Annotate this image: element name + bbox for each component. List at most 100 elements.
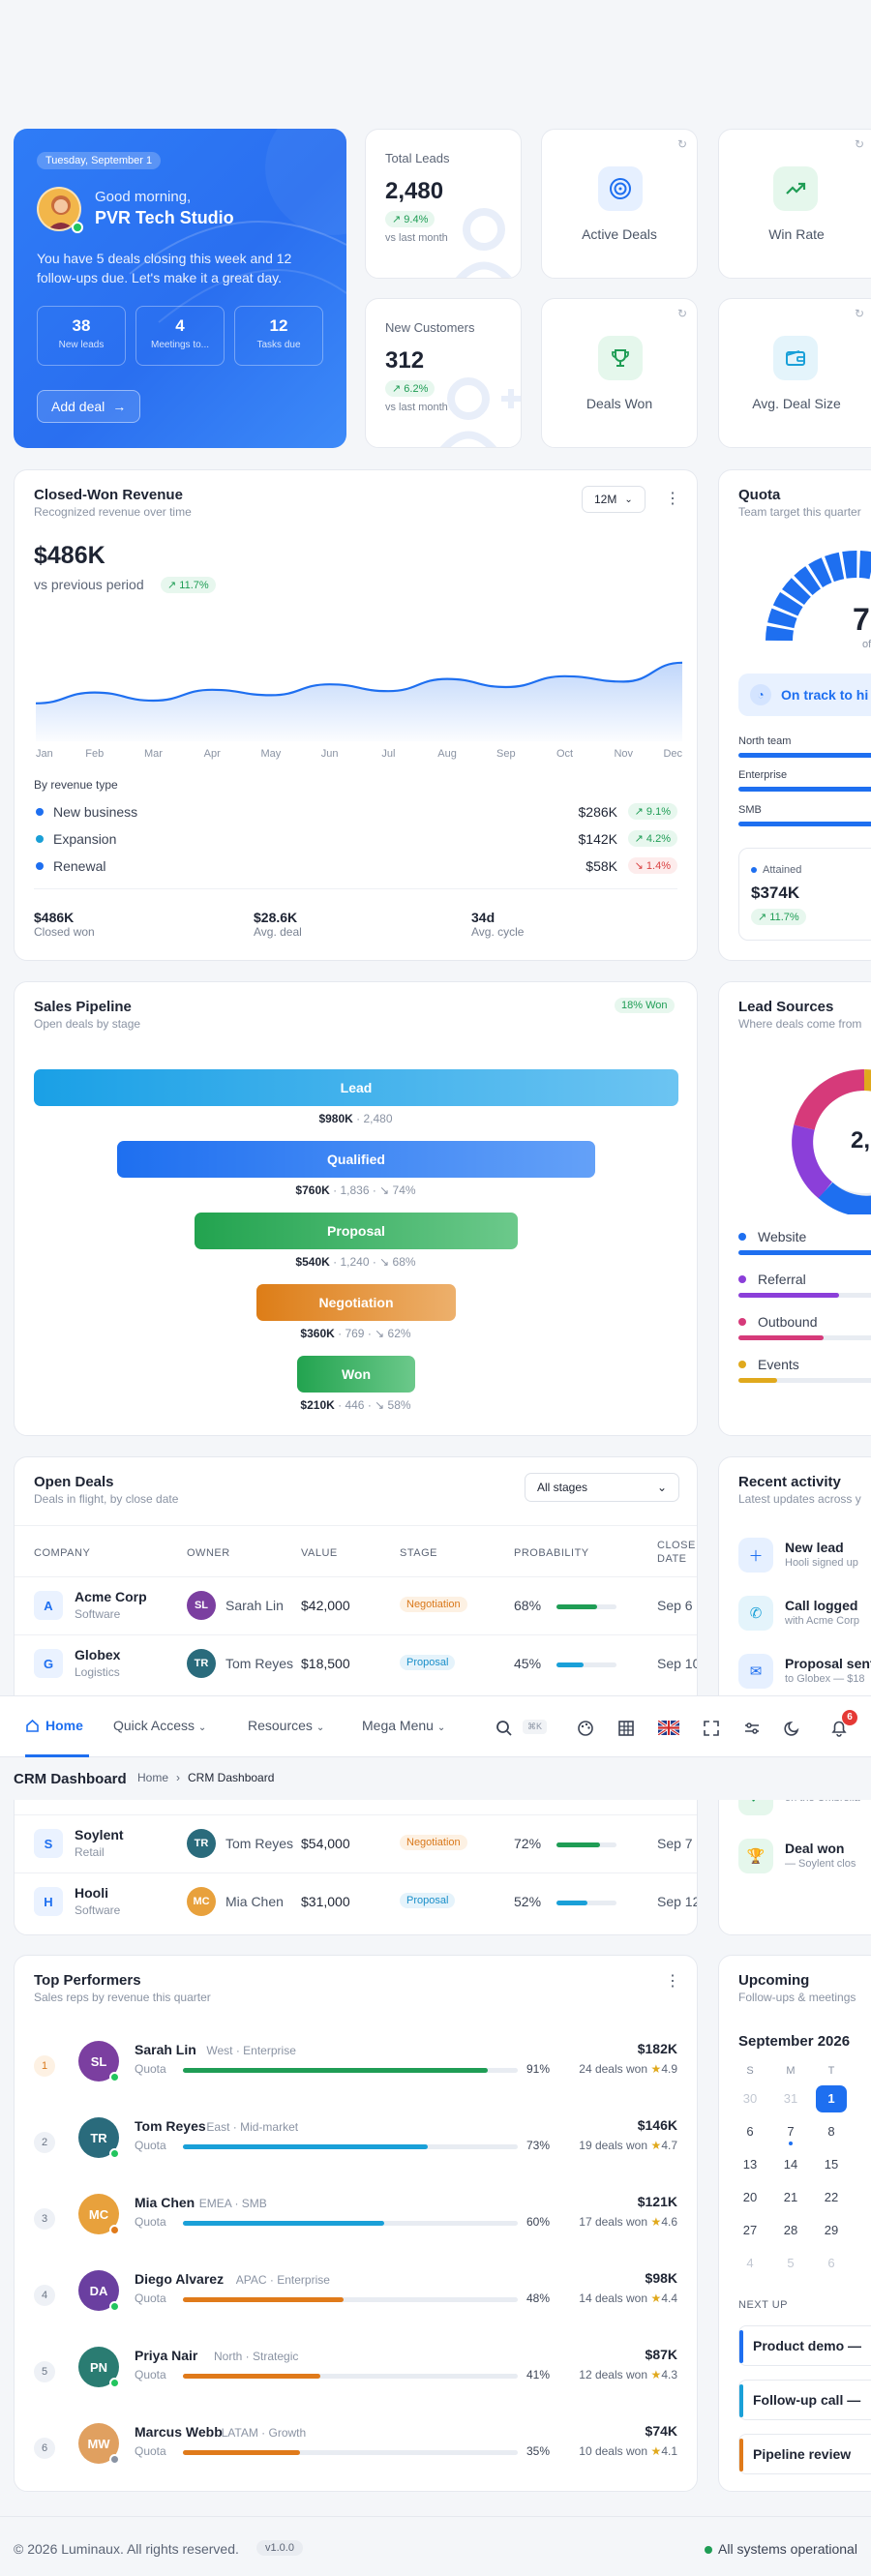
fullscreen-icon[interactable] <box>703 1720 720 1737</box>
close-date: Sep 12 <box>657 1894 698 1909</box>
stat-label: Total Leads <box>385 151 450 165</box>
nav-resources[interactable]: Resources ⌄ <box>248 1718 324 1733</box>
performer-row[interactable]: 1 SL Sarah Lin West · Enterprise Quota 91% 24 … <box>15 2041 697 2099</box>
calendar-day[interactable]: 6 <box>746 2124 754 2139</box>
calendar-day[interactable]: 4 <box>746 2256 754 2270</box>
activity-detail: to Globex — $18 <box>785 1673 865 1685</box>
region-bar <box>738 822 871 826</box>
revenue-type-change: ↗ 4.2% <box>627 830 677 847</box>
refresh-icon[interactable]: ↻ <box>676 137 687 151</box>
calendar-day[interactable]: 28 <box>783 2223 798 2237</box>
chevron-down-icon: ⌄ <box>197 1722 207 1733</box>
calendar-day[interactable]: 7 <box>775 2118 806 2145</box>
stage-filter-select[interactable]: All stages ⌄ <box>525 1473 679 1502</box>
upcoming-event[interactable]: Product demo — <box>738 2325 871 2366</box>
funnel-stage-meta: $210K · 446 · ↘ 58% <box>15 1398 697 1412</box>
quota-of: of <box>862 639 871 650</box>
revenue-value: $486K <box>34 542 105 569</box>
upcoming-event[interactable]: Pipeline review <box>738 2434 871 2474</box>
trending-up-icon <box>773 166 818 211</box>
table-row[interactable]: S Soylent Retail TR Tom Reyes $54,000 Negotiat… <box>15 1814 697 1872</box>
chevron-right-icon: › <box>176 1771 181 1784</box>
region-label: North team <box>738 735 792 747</box>
table-row[interactable]: A Acme Corp Software SL Sarah Lin $42,000 Nego… <box>15 1576 697 1634</box>
nav-home[interactable]: Home <box>25 1718 83 1733</box>
nav-mega-menu[interactable]: Mega Menu ⌄ <box>362 1718 445 1733</box>
region-bar <box>738 753 871 758</box>
calendar-day[interactable]: 13 <box>742 2157 758 2172</box>
uk-flag-icon[interactable] <box>658 1721 679 1735</box>
calendar-day[interactable]: 5 <box>787 2256 795 2270</box>
breadcrumb-home[interactable]: Home <box>137 1771 169 1784</box>
calendar-day[interactable]: 8 <box>827 2124 835 2139</box>
system-status-text: All systems operational <box>718 2541 857 2557</box>
quota-gauge <box>766 550 871 642</box>
calendar-day-selected[interactable]: 1 <box>816 2085 847 2112</box>
add-deal-button[interactable]: Add deal → <box>37 390 141 423</box>
calendar-day[interactable]: 27 <box>742 2223 758 2237</box>
calendar-day[interactable]: 14 <box>783 2157 798 2172</box>
palette-icon[interactable] <box>577 1720 594 1737</box>
performer-row[interactable]: 3 MC Mia Chen EMEA · SMB Quota 60% 17 deals wo… <box>15 2194 697 2252</box>
hero-stat-label: Tasks due <box>256 340 301 350</box>
quota-bar-fill <box>183 2068 488 2073</box>
deals-won: 17 deals won <box>579 2215 647 2229</box>
funnel-stage-negotiation[interactable]: Negotiation <box>256 1284 456 1321</box>
funnel-stage-conversion: · ↘ 58% <box>364 1398 411 1412</box>
card-subtitle: Open deals by stage <box>34 1017 141 1031</box>
x-tick-label: Mar <box>144 748 163 760</box>
performer-row[interactable]: 4 DA Diego Alvarez APAC · Enterprise Quota 48… <box>15 2270 697 2328</box>
refresh-icon[interactable]: ↻ <box>676 307 687 320</box>
revenue-type-dot <box>36 808 44 816</box>
funnel-stage-lead[interactable]: Lead <box>34 1069 678 1106</box>
moon-icon[interactable] <box>784 1720 801 1737</box>
apps-grid-icon[interactable] <box>617 1720 635 1737</box>
quota-percent: 41% <box>526 2368 550 2381</box>
upcoming-card: Upcoming Follow-ups & meetings September… <box>718 1955 871 2492</box>
hero-stat-value: 4 <box>175 316 185 335</box>
search-icon[interactable] <box>496 1720 513 1737</box>
event-title: Product demo — <box>753 2338 862 2353</box>
performer-region: East · Mid-market <box>206 2120 299 2134</box>
calendar-day[interactable]: 29 <box>824 2223 839 2237</box>
calendar-day[interactable]: 6 <box>827 2256 835 2270</box>
more-options-icon[interactable]: ⋮ <box>665 491 680 507</box>
stat-change-badge: ↗ 9.4% <box>385 211 436 227</box>
calendar-day[interactable]: 15 <box>824 2157 839 2172</box>
table-row[interactable]: G Globex Logistics TR Tom Reyes $18,500 Propos… <box>15 1634 697 1692</box>
upcoming-event[interactable]: Follow-up call — <box>738 2380 871 2420</box>
footer-stat-value: $486K <box>34 910 75 925</box>
funnel-stage-proposal[interactable]: Proposal <box>195 1213 518 1249</box>
refresh-icon[interactable]: ↻ <box>854 307 864 320</box>
bell-icon[interactable] <box>830 1719 848 1738</box>
funnel-stage-meta: $980K · 2,480 <box>15 1112 697 1125</box>
deal-value: $18,500 <box>301 1656 350 1671</box>
funnel-stage-qualified[interactable]: Qualified <box>117 1141 595 1178</box>
attained-value: $374K <box>751 884 800 902</box>
table-row[interactable]: H Hooli Software MC Mia Chen $31,000 Proposal 5… <box>15 1872 697 1931</box>
range-select[interactable]: 12M ⌄ <box>582 486 646 513</box>
funnel-stage-won[interactable]: Won <box>297 1356 415 1393</box>
weekday-label: M <box>786 2065 796 2077</box>
performer-row[interactable]: 2 TR Tom Reyes East · Mid-market Quota 73% 19 … <box>15 2117 697 2175</box>
performer-row[interactable]: 6 MW Marcus Webb LATAM · Growth Quota 35% 10 d… <box>15 2423 697 2481</box>
source-bar-fill <box>738 1250 871 1255</box>
calendar-day[interactable]: 31 <box>783 2091 798 2106</box>
nav-quick-access[interactable]: Quick Access ⌄ <box>113 1718 206 1733</box>
calendar-day[interactable]: 30 <box>742 2091 758 2106</box>
performer-row[interactable]: 5 PN Priya Nair North · Strategic Quota 41% 12… <box>15 2347 697 2405</box>
performer-revenue: $182K <box>637 2041 677 2056</box>
calendar-day[interactable]: 21 <box>783 2190 798 2204</box>
mail-icon: ✉ <box>738 1654 773 1689</box>
quota-percent: 35% <box>526 2444 550 2458</box>
close-date: Sep 6 <box>657 1598 693 1613</box>
funnel-stage-label: Proposal <box>327 1223 385 1239</box>
refresh-icon[interactable]: ↻ <box>854 137 864 151</box>
company-logo: S <box>34 1829 63 1858</box>
breadcrumb: Home › CRM Dashboard <box>137 1771 274 1784</box>
calendar-day[interactable]: 22 <box>824 2190 839 2204</box>
calendar-day[interactable]: 20 <box>742 2190 758 2204</box>
settings-sliders-icon[interactable] <box>743 1720 761 1737</box>
funnel-stage-label: Qualified <box>327 1152 385 1167</box>
more-options-icon[interactable]: ⋮ <box>665 1973 680 1990</box>
